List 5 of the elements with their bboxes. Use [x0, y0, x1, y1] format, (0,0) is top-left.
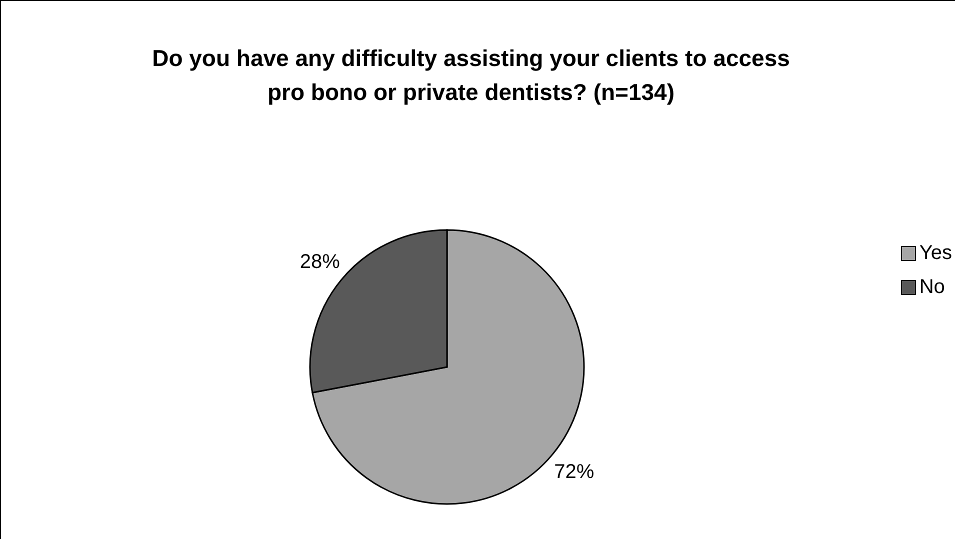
data-label: 28%	[300, 250, 340, 273]
legend-label: Yes	[919, 242, 952, 265]
legend-label: No	[919, 276, 945, 299]
chart-title: Do you have any difficulty assisting your clients to access pro bono or private dentists? (n=134)	[151, 44, 791, 107]
data-label: 72%	[554, 461, 594, 484]
